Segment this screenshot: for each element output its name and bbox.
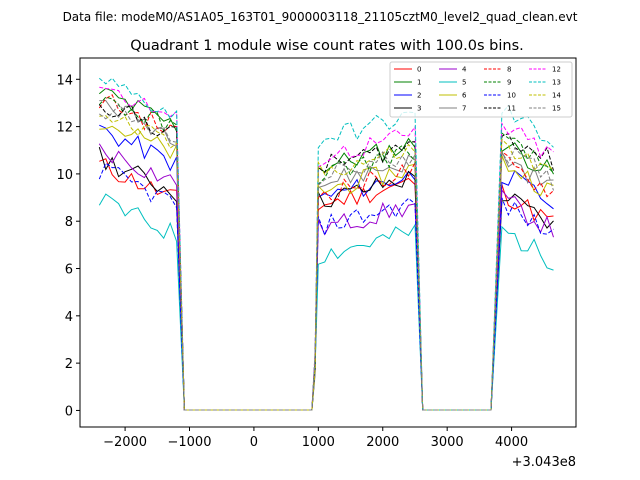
plot-frame: [79, 57, 577, 428]
y-tick-label: 2: [65, 357, 73, 372]
series-line-3: [98, 146, 554, 411]
legend-label-12: 12: [552, 66, 561, 74]
legend-label-2: 2: [417, 92, 421, 100]
legend-label-3: 3: [417, 105, 421, 113]
y-tick-label: 14: [56, 73, 73, 88]
legend-label-10: 10: [507, 92, 516, 100]
legend-label-6: 6: [462, 92, 467, 100]
y-tick-label: 10: [56, 168, 73, 183]
y-tick-label: 0: [65, 404, 73, 419]
series-line-1: [98, 87, 554, 411]
y-tick-label: 8: [65, 215, 73, 230]
x-tick-label: 1000: [302, 435, 335, 450]
legend-frame: [389, 61, 573, 118]
x-tick-label: 4000: [495, 435, 528, 450]
x-tick-label: −2000: [103, 435, 147, 450]
x-offset-label: +3.043e8: [512, 455, 576, 470]
legend-label-11: 11: [507, 105, 516, 113]
legend-label-13: 13: [552, 79, 561, 87]
legend-label-7: 7: [462, 105, 466, 113]
y-tick-label: 6: [65, 263, 73, 278]
plot-lines: [98, 77, 554, 411]
y-tick-label: 4: [65, 310, 73, 325]
legend-label-8: 8: [507, 66, 511, 74]
series-line-4: [98, 143, 554, 411]
series-line-9: [98, 96, 554, 411]
legend-label-14: 14: [552, 92, 561, 100]
series-line-8: [98, 94, 554, 411]
series-line-12: [99, 86, 554, 411]
series-line-0: [99, 158, 554, 411]
x-tick-label: 3000: [431, 435, 464, 450]
x-axis: −2000 −1000 0 1000 2000 3000 4000: [103, 427, 528, 450]
legend-label-15: 15: [552, 105, 561, 113]
series-line-5: [98, 193, 554, 411]
legend-label-5: 5: [462, 79, 466, 87]
legend-label-1: 1: [417, 79, 421, 87]
y-axis: 0 2 4 6 8 10 12 14: [56, 73, 80, 419]
x-tick-label: 2000: [366, 435, 399, 450]
chart-suptitle: Data file: modeM0/AS1A05_163T01_90000031…: [63, 10, 578, 24]
x-tick-label: 0: [250, 435, 258, 450]
legend-label-4: 4: [462, 66, 467, 74]
legend-label-0: 0: [417, 66, 421, 74]
y-tick-label: 12: [56, 121, 73, 136]
x-tick-label: −1000: [168, 435, 212, 450]
series-line-10: [98, 162, 554, 411]
series-line-7: [99, 100, 554, 411]
series-line-14: [99, 115, 554, 411]
series-line-6: [99, 125, 554, 411]
chart-title: Quadrant 1 module wise count rates with …: [130, 38, 524, 54]
series-line-15: [98, 104, 554, 411]
legend-label-9: 9: [507, 79, 511, 87]
